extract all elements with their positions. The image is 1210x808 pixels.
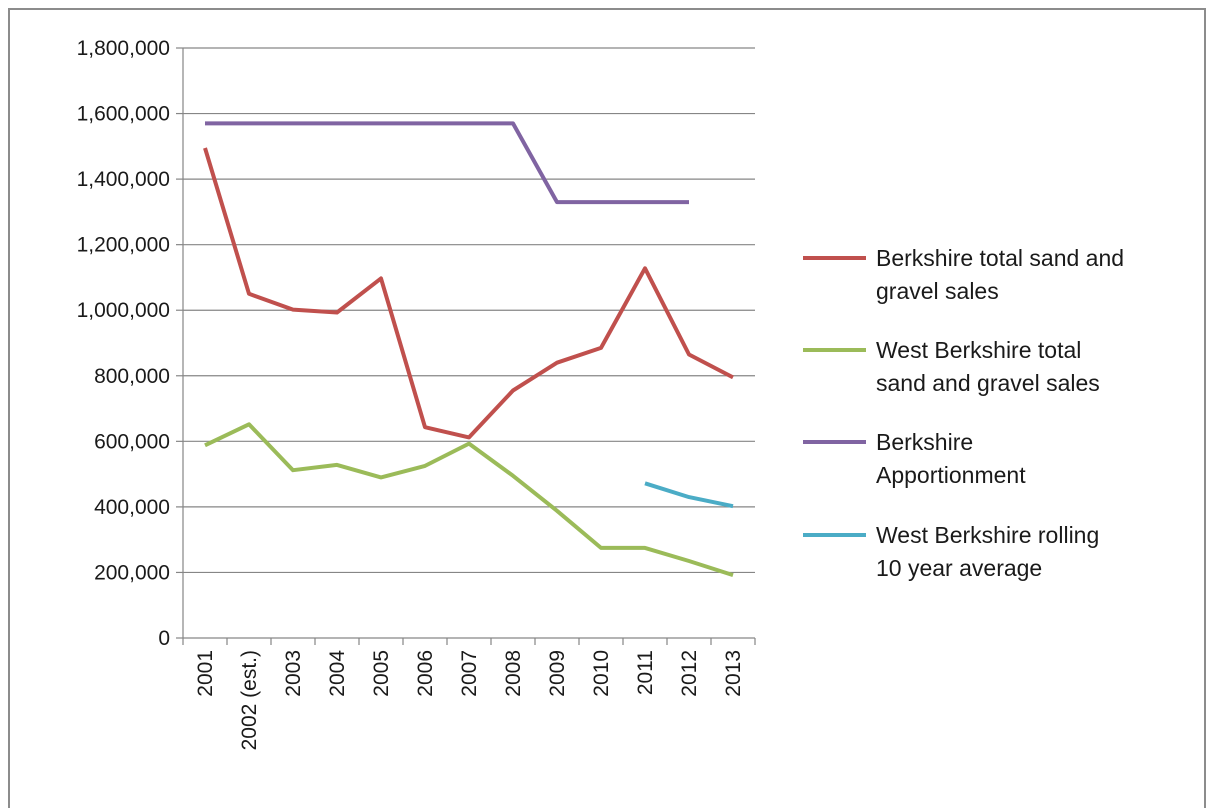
y-tick-label: 0 <box>158 627 170 650</box>
data-point <box>423 464 427 468</box>
data-point <box>511 389 515 393</box>
legend-label: Berkshire total sand and <box>876 245 1124 271</box>
x-tick-label: 2008 <box>502 650 525 697</box>
data-point <box>511 121 515 125</box>
data-point <box>423 121 427 125</box>
data-point <box>247 422 251 426</box>
legend-label: sand and gravel sales <box>876 370 1100 396</box>
data-point <box>511 474 515 478</box>
legend: Berkshire total sand and gravel sales West… <box>803 245 1124 581</box>
data-point <box>599 346 603 350</box>
data-point <box>643 481 647 485</box>
data-point <box>203 121 207 125</box>
y-tick-label: 400,000 <box>94 496 170 519</box>
x-tick-labels: 2001 2002 (est.) 2003 2004 2005 2006 2007 2008 2… <box>194 650 745 751</box>
y-tick-label: 600,000 <box>94 430 170 453</box>
data-point <box>335 121 339 125</box>
series-line-3 <box>644 481 734 509</box>
data-point <box>467 435 471 439</box>
series-line-1 <box>204 422 734 578</box>
data-point <box>291 121 295 125</box>
data-point <box>203 443 207 447</box>
x-tick-label: 2001 <box>194 650 217 697</box>
legend-label: gravel sales <box>876 278 999 304</box>
x-tick-label: 2011 <box>634 650 657 695</box>
x-tick-label: 2013 <box>722 650 745 697</box>
data-point <box>291 308 295 312</box>
data-point <box>643 266 647 270</box>
axes <box>176 47 756 645</box>
data-point <box>555 200 559 204</box>
y-tick-label: 1,000,000 <box>77 299 170 322</box>
y-tick-label: 1,200,000 <box>77 234 170 257</box>
gridlines <box>183 47 755 574</box>
data-point <box>687 559 691 563</box>
data-point <box>379 276 383 280</box>
data-point <box>203 146 207 150</box>
data-point <box>731 573 735 577</box>
data-point <box>291 468 295 472</box>
data-point <box>423 425 427 429</box>
x-tick-label: 2012 <box>678 650 701 697</box>
y-tick-label: 200,000 <box>94 561 170 584</box>
data-point <box>731 504 735 508</box>
series-line-2 <box>205 121 689 205</box>
x-tick-label: 2004 <box>326 650 349 697</box>
data-point <box>555 509 559 513</box>
series-line-0 <box>203 147 734 440</box>
series-lines <box>203 121 735 578</box>
x-tick-label: 2005 <box>370 650 393 697</box>
x-tick-label: 2010 <box>590 650 613 697</box>
data-point <box>247 292 251 296</box>
legend-label: Berkshire <box>876 429 973 455</box>
y-tick-label: 1,600,000 <box>77 103 170 126</box>
y-tick-label: 1,800,000 <box>77 37 170 60</box>
y-tick-label: 1,400,000 <box>77 168 170 191</box>
legend-label: West Berkshire rolling <box>876 522 1099 548</box>
y-tick-label: 800,000 <box>94 365 170 388</box>
x-tick-label: 2003 <box>282 650 305 697</box>
legend-label: Apportionment <box>876 462 1026 488</box>
data-point <box>379 475 383 479</box>
data-point <box>379 121 383 125</box>
x-tick-label: 2009 <box>546 650 569 697</box>
data-point <box>467 442 471 446</box>
x-tick-label: 2007 <box>458 650 481 697</box>
legend-label: 10 year average <box>876 555 1042 581</box>
x-tick-label: 2002 (est.) <box>238 650 261 750</box>
data-point <box>335 311 339 315</box>
data-point <box>687 200 691 204</box>
x-tick-label: 2006 <box>414 650 437 697</box>
data-point <box>247 121 251 125</box>
data-point <box>643 200 647 204</box>
data-point <box>335 463 339 467</box>
legend-label: West Berkshire total <box>876 337 1081 363</box>
data-point <box>731 375 735 379</box>
data-point <box>467 121 471 125</box>
y-tick-labels: 0 200,000 400,000 600,000 800,000 1,000,000 1,… <box>77 37 170 650</box>
chart-frame: 0 200,000 400,000 600,000 800,000 1,000,000 1,… <box>8 8 1206 808</box>
data-point <box>687 495 691 499</box>
data-point <box>599 546 603 550</box>
data-point <box>687 352 691 356</box>
data-point <box>555 361 559 365</box>
line-chart: 0 200,000 400,000 600,000 800,000 1,000,000 1,… <box>77 37 1124 751</box>
data-point <box>599 200 603 204</box>
data-point <box>643 546 647 550</box>
